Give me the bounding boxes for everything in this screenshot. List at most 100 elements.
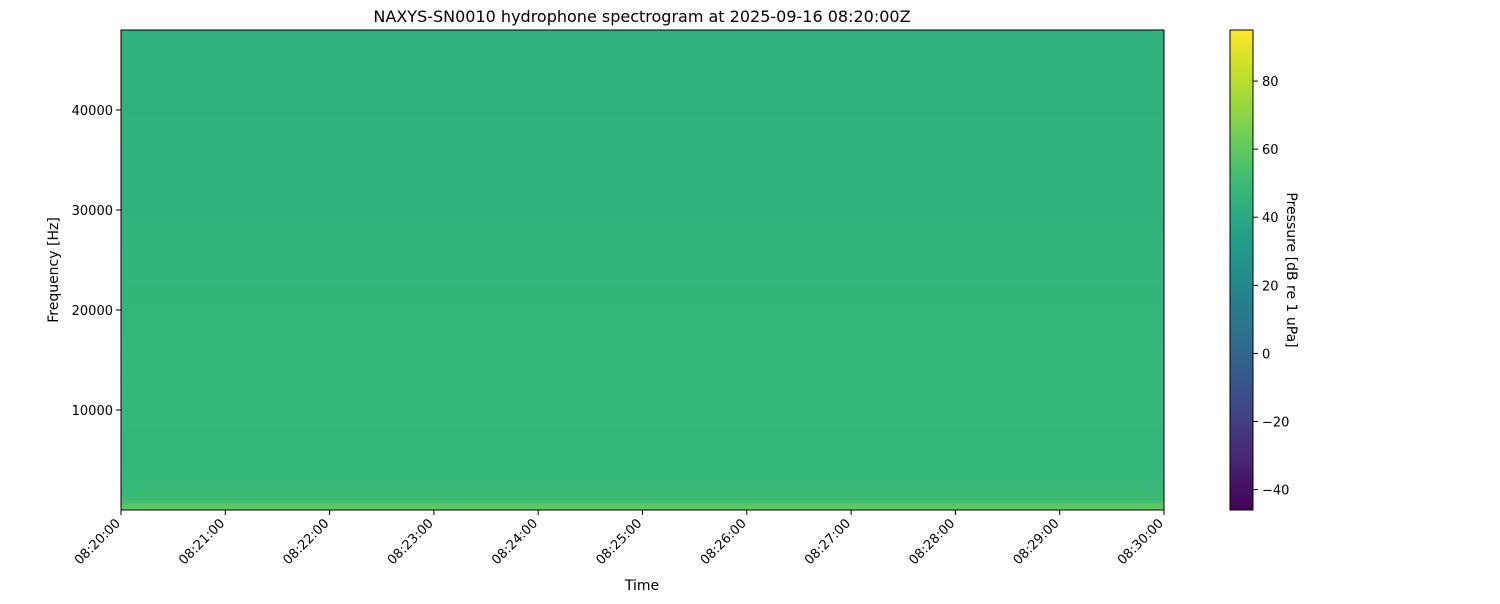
heatmap-band	[121, 66, 1164, 73]
heatmap-band	[121, 503, 1164, 505]
colorbar-tick-label: 40	[1262, 211, 1279, 226]
y-tick-label: 10000	[72, 404, 113, 419]
x-tick-label: 08:30:00	[1115, 516, 1167, 568]
heatmap-band	[121, 480, 1164, 486]
x-tick-label: 08:22:00	[281, 516, 333, 568]
heatmap-band	[121, 508, 1164, 510]
heatmap-band	[121, 48, 1164, 53]
heatmap-band	[121, 500, 1164, 501]
heatmap-band	[121, 504, 1164, 506]
heatmap-band	[121, 441, 1164, 448]
x-tick-label: 08:24:00	[489, 516, 541, 568]
heatmap-band	[121, 416, 1164, 423]
heatmap-band	[121, 385, 1164, 392]
heatmap-band	[121, 78, 1164, 86]
heatmap-band	[121, 501, 1164, 503]
heatmap-band	[121, 197, 1164, 205]
heatmap-band	[121, 103, 1164, 111]
colorbar-label: Pressure [dB re 1 uPa]	[1283, 192, 1299, 347]
heatmap-band	[121, 56, 1164, 61]
heatmap-band	[121, 502, 1164, 504]
heatmap-band	[121, 341, 1164, 348]
heatmap-band	[121, 297, 1164, 305]
heatmap-band	[121, 435, 1164, 442]
heatmap-band	[121, 507, 1164, 509]
heatmap-band	[121, 33, 1164, 38]
heatmap-band	[121, 322, 1164, 330]
heatmap-band	[121, 178, 1164, 186]
heatmap-band	[121, 222, 1164, 230]
colorbar-tick-label: 80	[1262, 75, 1279, 90]
heatmap-band	[121, 135, 1164, 142]
x-tick-label: 08:23:00	[385, 516, 437, 568]
heatmap-band	[121, 116, 1164, 123]
x-tick-label: 08:25:00	[593, 516, 645, 568]
heatmap-band	[121, 428, 1164, 436]
heatmap-band	[121, 166, 1164, 173]
heatmap-band	[121, 30, 1164, 35]
x-tick-label: 08:28:00	[906, 516, 958, 568]
heatmap-band	[121, 310, 1164, 317]
heatmap-band	[121, 41, 1164, 46]
x-tick-label: 08:29:00	[1011, 516, 1063, 568]
heatmap-band	[121, 397, 1164, 405]
heatmap-band	[121, 475, 1164, 481]
heatmap-band	[121, 228, 1164, 236]
heatmap-band	[121, 253, 1164, 261]
heatmap-band	[121, 278, 1164, 286]
heatmap-band	[121, 335, 1164, 342]
colorbar-tick-label: 0	[1262, 347, 1270, 362]
heatmap-band	[121, 353, 1164, 361]
x-tick-label: 08:27:00	[802, 516, 854, 568]
x-tick-label: 08:20:00	[72, 516, 124, 568]
heatmap-band	[121, 422, 1164, 430]
y-tick-label: 20000	[72, 304, 113, 319]
x-axis-ticks: 08:20:00 08:21:00 08:22:00 08:23:00 08:24:00…	[72, 510, 1167, 568]
heatmap-band	[121, 505, 1164, 506]
x-tick-label: 08:26:00	[698, 516, 750, 568]
colorbar-ticks: −40 −20 0 20 40 60 80	[1253, 75, 1289, 499]
heatmap-band	[121, 495, 1164, 501]
heatmap-band	[121, 266, 1164, 273]
heatmap-band	[121, 500, 1164, 502]
heatmap-band	[121, 72, 1164, 80]
x-axis-label: Time	[624, 578, 659, 594]
heatmap-band	[121, 490, 1164, 496]
heatmap-band	[121, 316, 1164, 323]
heatmap-band	[121, 508, 1164, 510]
heatmap-band	[121, 272, 1164, 280]
heatmap-band	[121, 403, 1164, 411]
heatmap-band	[121, 235, 1164, 242]
heatmap-band	[121, 303, 1164, 311]
heatmap-band	[121, 285, 1164, 292]
chart-title: NAXYS-SN0010 hydrophone spectrogram at 2…	[373, 7, 910, 26]
colorbar-tick-label: −40	[1262, 484, 1289, 499]
heatmap-band	[121, 122, 1164, 130]
y-tick-label: 30000	[72, 204, 113, 219]
heatmap-band	[121, 447, 1164, 455]
heatmap-band	[121, 141, 1164, 148]
heatmap-band	[121, 191, 1164, 198]
colorbar-tick-label: −20	[1262, 415, 1289, 430]
heatmap-band	[121, 291, 1164, 298]
heatmap-band	[121, 470, 1164, 476]
heatmap-band	[121, 185, 1164, 192]
heatmap-band	[121, 453, 1164, 461]
heatmap-band	[121, 372, 1164, 380]
heatmap-band	[121, 460, 1164, 466]
colorbar	[1229, 29, 1254, 511]
heatmap-band	[121, 210, 1164, 217]
heatmap-band	[121, 247, 1164, 255]
heatmap-band	[121, 85, 1164, 92]
heatmap-band	[121, 45, 1164, 50]
heatmap-band	[121, 260, 1164, 267]
heatmap-band	[121, 503, 1164, 505]
heatmap-band	[121, 378, 1164, 386]
heatmap-band	[121, 128, 1164, 136]
heatmap-band	[121, 241, 1164, 248]
heatmap-band	[121, 501, 1164, 503]
heatmap-band	[121, 37, 1164, 42]
heatmap-band	[121, 360, 1164, 367]
y-tick-label: 40000	[72, 104, 113, 119]
heatmap-band	[121, 52, 1164, 57]
